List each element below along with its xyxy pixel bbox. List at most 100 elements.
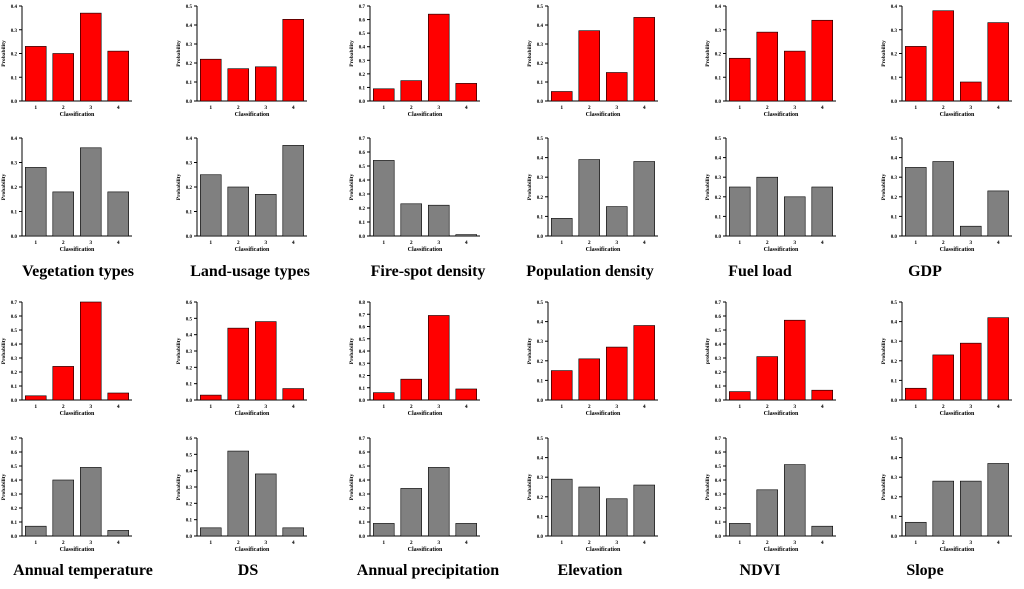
x-tick-label: 2 (62, 540, 65, 546)
x-tick-label: 1 (34, 540, 37, 546)
y-tick-label: 0.4 (891, 5, 898, 10)
x-axis-label: Classification (940, 247, 975, 253)
x-axis-label: Classification (586, 112, 621, 118)
bar (455, 234, 477, 237)
bar (904, 46, 927, 102)
y-tick-label: 0.0 (537, 235, 544, 240)
y-tick-label: 0.0 (359, 399, 366, 404)
y-tick-label: 0.1 (537, 215, 544, 220)
bar (372, 523, 395, 537)
x-tick-label: 2 (766, 240, 769, 246)
y-tick-label: 0.7 (359, 5, 366, 10)
x-tick-label: 3 (264, 105, 267, 111)
x-axis-label: Classification (764, 547, 799, 553)
bar (756, 31, 778, 102)
x-tick-label: 3 (615, 105, 618, 111)
x-axis-label: Classification (235, 411, 270, 417)
bar-chart: 0.0 0.1 0.2 0.3 0.4 0.5 Probability 1 2 3 4 Classif… (881, 437, 1012, 553)
x-tick-label: 3 (437, 105, 440, 111)
y-axis-label: Probability (881, 174, 887, 201)
bar-chart: 0.0 0.1 0.2 0.3 0.4 0.5 0.6 Probability 1 2 3 4 Clas… (176, 301, 307, 417)
x-tick-label: 2 (942, 404, 945, 410)
y-tick-label: 0.2 (537, 360, 544, 365)
y-tick-label: 0.4 (11, 137, 18, 142)
y-axis-label: Probability (176, 40, 182, 67)
y-tick-label: 0.1 (359, 387, 366, 392)
y-tick-label: 0.4 (11, 343, 18, 348)
y-tick-label: 0.0 (891, 399, 898, 404)
y-tick-label: 0.1 (186, 81, 193, 86)
bar (959, 480, 982, 537)
x-tick-label: 1 (560, 105, 563, 111)
bar (904, 167, 927, 237)
x-tick-label: 3 (615, 240, 618, 246)
title-fuel-load: Fuel load (728, 263, 792, 280)
y-tick-label: 0.5 (186, 453, 193, 458)
y-tick-label: 0.3 (186, 486, 193, 491)
y-tick-label: 0.4 (359, 46, 366, 51)
y-tick-label: 0.1 (537, 81, 544, 86)
bar (372, 160, 395, 237)
bar (578, 358, 600, 401)
y-tick-label: 0.5 (537, 301, 544, 306)
x-tick-label: 3 (615, 404, 618, 410)
bar (200, 527, 222, 537)
title-ndvi: NDVI (739, 562, 781, 579)
bar (987, 190, 1009, 237)
y-tick-label: 0.0 (359, 100, 366, 105)
bar (605, 346, 628, 401)
x-tick-label: 2 (62, 105, 65, 111)
title-elevation: Elevation (557, 562, 623, 579)
bar (52, 191, 74, 237)
x-tick-label: 2 (942, 105, 945, 111)
y-tick-label: 0.2 (715, 196, 722, 201)
y-tick-label: 0.1 (715, 76, 722, 81)
x-axis-label: Classification (60, 411, 95, 417)
y-tick-label: 0.0 (891, 100, 898, 105)
bar (578, 30, 600, 102)
bar (427, 204, 450, 237)
y-tick-label: 0.6 (715, 451, 722, 456)
x-tick-label: 2 (588, 540, 591, 546)
bar (932, 161, 954, 237)
y-tick-label: 0.1 (715, 385, 722, 390)
y-tick-label: 0.5 (537, 437, 544, 442)
bar (987, 463, 1009, 537)
x-tick-label: 3 (437, 540, 440, 546)
bar (255, 321, 277, 401)
y-tick-label: 0.2 (359, 207, 366, 212)
x-tick-label: 4 (117, 240, 120, 246)
x-tick-label: 4 (117, 105, 120, 111)
y-tick-label: 0.4 (186, 470, 193, 475)
y-tick-label: 0.0 (891, 235, 898, 240)
bar (400, 488, 422, 537)
y-tick-label: 0.1 (715, 521, 722, 526)
x-tick-label: 4 (465, 540, 468, 546)
title-gdp: GDP (908, 263, 942, 280)
bar-chart: 0.0 0.1 0.2 0.3 0.4 0.5 0.6 0.7 Probability 1 2 3 4 C… (1, 301, 132, 417)
bar-chart: 0.0 0.1 0.2 0.3 0.4 0.5 Probability 1 2 3 4 Classif… (881, 301, 1012, 417)
x-tick-label: 2 (410, 404, 413, 410)
y-tick-label: 0.0 (537, 535, 544, 540)
x-axis-label: Classification (764, 411, 799, 417)
bar-chart: 0.0 0.1 0.2 0.3 0.4 0.5 0.6 0.7 Probability 1 2 3 4 C… (349, 437, 480, 553)
bar (578, 159, 600, 237)
y-tick-label: 0.3 (186, 162, 193, 167)
y-tick-label: 0.3 (359, 493, 366, 498)
bar (550, 478, 573, 537)
y-tick-label: 0.0 (186, 535, 193, 540)
x-tick-label: 2 (410, 105, 413, 111)
y-tick-label: 0.4 (715, 479, 722, 484)
x-axis-label: Classification (235, 112, 270, 118)
bar (932, 354, 954, 401)
y-tick-label: 0.5 (359, 465, 366, 470)
y-tick-label: 0.3 (715, 29, 722, 34)
y-tick-label: 0.4 (715, 343, 722, 348)
x-tick-label: 1 (738, 404, 741, 410)
x-tick-label: 4 (821, 105, 824, 111)
y-tick-label: 0.1 (11, 521, 18, 526)
y-tick-label: 0.3 (891, 29, 898, 34)
x-axis-label: Classification (235, 547, 270, 553)
x-tick-label: 4 (643, 540, 646, 546)
x-tick-label: 2 (62, 404, 65, 410)
